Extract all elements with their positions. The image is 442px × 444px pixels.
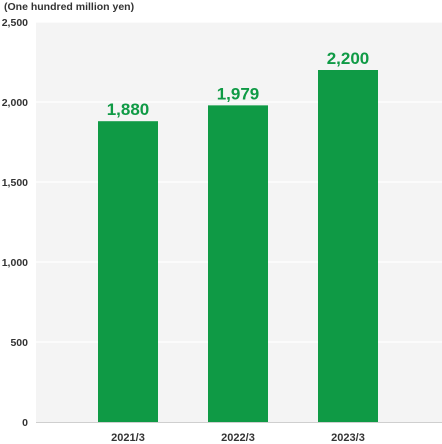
bars <box>98 70 378 423</box>
y-tick-label: 1,000 <box>2 257 28 269</box>
bar-value-label: 1,880 <box>107 100 150 119</box>
bar <box>98 121 158 422</box>
bar-value-label: 2,200 <box>327 49 370 68</box>
y-tick-label: 2,500 <box>2 17 28 29</box>
data-labels: 1,880 1,979 2,200 <box>107 49 370 119</box>
bar <box>318 70 378 422</box>
x-axis-ticks: 2021/3 2022/3 2023/3 <box>111 432 365 444</box>
y-tick-label: 500 <box>10 337 28 349</box>
y-axis-ticks: 0 500 1,000 1,500 2,000 2,500 <box>2 17 28 429</box>
bar-value-label: 1,979 <box>217 84 260 103</box>
x-category-label: 2022/3 <box>221 432 255 444</box>
x-category-label: 2021/3 <box>111 432 145 444</box>
y-tick-label: 2,000 <box>2 97 28 109</box>
x-category-label: 2023/3 <box>331 432 365 444</box>
y-tick-label: 0 <box>22 417 28 429</box>
bar <box>208 105 268 423</box>
unit-label: (One hundred million yen) <box>4 1 134 13</box>
y-tick-label: 1,500 <box>2 177 28 189</box>
